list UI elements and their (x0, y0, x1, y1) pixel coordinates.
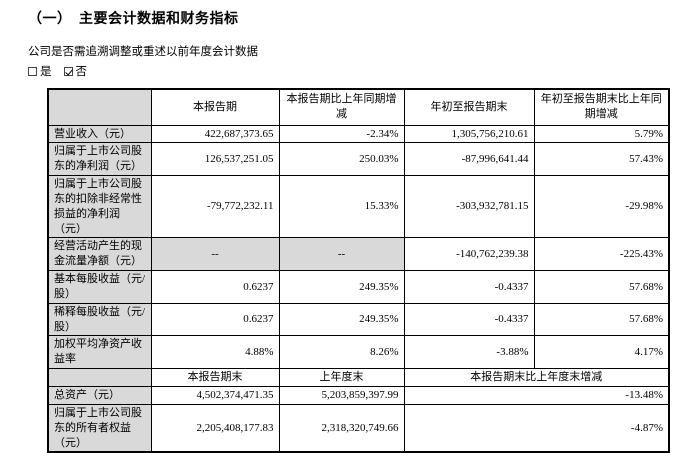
table-row-diluted-eps: 稀释每股收益（元/股） 0.6237 249.35% -0.4337 57.68… (47, 302, 670, 337)
header-period-end: 本报告期末 (150, 368, 280, 387)
row-label-cell: 基本每股收益（元/股） (47, 270, 152, 304)
value-cell: -3.88% (403, 335, 535, 370)
checkbox-unchecked-icon (28, 66, 37, 76)
value-cell: -29.98% (533, 175, 670, 239)
value-cell: 4.88% (150, 335, 280, 370)
row-label-cell: 加权平均净资产收益率 (47, 335, 152, 370)
value-cell: 2,205,408,177.83 (150, 403, 280, 453)
checkbox-yes-label: 是 (40, 66, 52, 78)
value-cell: -79,772,232.11 (150, 175, 280, 239)
value-cell: 57.68% (533, 270, 670, 304)
checkbox-yes-item: 是 (28, 63, 52, 79)
header-period-change: 本报告期比上年同期增减 (278, 88, 405, 126)
value-cell: 422,687,373.65 (150, 124, 280, 144)
table-row-operating-cash-flow: 经营活动产生的现金流量净额（元） -- -- -140,762,239.38 -… (47, 237, 670, 272)
header-current-period: 本报告期 (150, 88, 280, 126)
header-period-end-change: 本报告期末比上年度末增减 (403, 368, 670, 387)
header-corner-cell-2 (47, 368, 152, 387)
value-cell: 4.17% (533, 335, 670, 370)
row-label-cell: 营业收入（元） (47, 124, 152, 144)
value-cell: 250.03% (278, 142, 405, 177)
header-ytd: 年初至报告期末 (403, 88, 535, 126)
value-cell: 5,203,859,397.99 (278, 386, 405, 405)
value-cell: 15.33% (278, 175, 405, 239)
table-row-owners-equity: 归属于上市公司股东的所有者权益（元） 2,205,408,177.83 2,31… (47, 403, 670, 453)
value-cell: -87,996,641.44 (403, 142, 535, 177)
value-cell: 5.79% (533, 124, 670, 144)
value-cell: 57.68% (533, 302, 670, 337)
table-row-net-profit-excl-nonrecurring: 归属于上市公司股东的扣除非经常性损益的净利润（元） -79,772,232.11… (47, 175, 670, 239)
value-cell: -0.4337 (403, 270, 535, 304)
table-row-basic-eps: 基本每股收益（元/股） 0.6237 249.35% -0.4337 57.68… (47, 270, 670, 304)
table-row-revenue: 营业收入（元） 422,687,373.65 -2.34% 1,305,756,… (47, 124, 670, 144)
table-row-total-assets: 总资产（元） 4,502,374,471.35 5,203,859,397.99… (47, 386, 670, 405)
value-cell: 57.43% (533, 142, 670, 177)
value-cell: 249.35% (278, 302, 405, 337)
checkbox-no-item: 否 (63, 63, 88, 79)
value-cell: 8.26% (278, 335, 405, 370)
value-cell: -303,932,781.15 (403, 175, 535, 239)
value-cell: -4.87% (403, 403, 670, 453)
table-header-row-2: 本报告期末 上年度末 本报告期末比上年度末增减 (47, 368, 670, 387)
value-cell: 0.6237 (150, 270, 280, 304)
row-label-cell: 归属于上市公司股东的扣除非经常性损益的净利润（元） (47, 175, 152, 239)
restatement-answer: 是 否 (28, 63, 87, 79)
value-cell: -13.48% (403, 386, 670, 405)
restatement-question: 公司是否需追溯调整或重述以前年度会计数据 (28, 46, 258, 58)
row-label-cell: 总资产（元） (47, 386, 152, 405)
row-label-cell: 归属于上市公司股东的所有者权益（元） (47, 403, 152, 453)
row-label-cell: 稀释每股收益（元/股） (47, 302, 152, 337)
checkbox-checked-icon (63, 66, 73, 76)
header-ytd-change: 年初至报告期末比上年同期增减 (533, 88, 670, 126)
value-cell: 126,537,251.05 (150, 142, 280, 177)
checkbox-no-label: 否 (75, 66, 88, 78)
row-label-cell: 经营活动产生的现金流量净额（元） (47, 237, 152, 272)
row-label-cell: 归属于上市公司股东的净利润（元） (47, 142, 152, 177)
header-prior-year-end: 上年度末 (278, 368, 405, 387)
value-cell: 2,318,320,749.66 (278, 403, 405, 453)
report-page: （一） 主要会计数据和财务指标 公司是否需追溯调整或重述以前年度会计数据 是 否… (0, 0, 676, 417)
value-cell: -225.43% (533, 237, 670, 272)
financial-indicators-table: 本报告期 本报告期比上年同期增减 年初至报告期末 年初至报告期末比上年同期增减 … (47, 88, 670, 453)
value-cell: 249.35% (278, 270, 405, 304)
value-cell: 1,305,756,210.61 (403, 124, 535, 144)
value-cell: 4,502,374,471.35 (150, 386, 280, 405)
value-cell: -140,762,239.38 (403, 237, 535, 272)
header-corner-cell (47, 88, 152, 126)
value-cell-na: -- (278, 237, 405, 272)
value-cell: -2.34% (278, 124, 405, 144)
table-row-weighted-avg-roe: 加权平均净资产收益率 4.88% 8.26% -3.88% 4.17% (47, 335, 670, 370)
table-header-row: 本报告期 本报告期比上年同期增减 年初至报告期末 年初至报告期末比上年同期增减 (47, 88, 670, 126)
value-cell: 0.6237 (150, 302, 280, 337)
value-cell-na: -- (150, 237, 280, 272)
value-cell: -0.4337 (403, 302, 535, 337)
section-title: （一） 主要会计数据和财务指标 (28, 12, 239, 27)
table-row-net-profit: 归属于上市公司股东的净利润（元） 126,537,251.05 250.03% … (47, 142, 670, 177)
